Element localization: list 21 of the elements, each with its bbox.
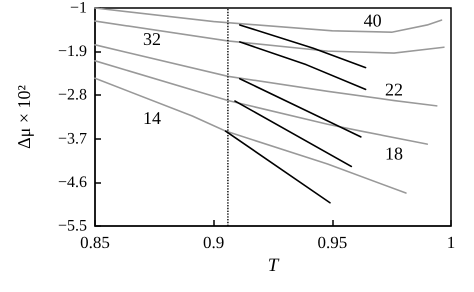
x-tick-label: 0.9 bbox=[203, 233, 224, 252]
y-tick-label: −1.9 bbox=[58, 43, 87, 60]
line-series bbox=[94, 60, 428, 145]
series-label: 14 bbox=[142, 108, 161, 128]
x-axis-title: T bbox=[268, 255, 280, 276]
series-label: 32 bbox=[142, 29, 161, 49]
x-tick-label: 0.85 bbox=[80, 233, 110, 252]
y-tick-label: −2.8 bbox=[58, 86, 87, 104]
line-series bbox=[94, 44, 438, 107]
x-tick-label: 1 bbox=[446, 233, 456, 252]
y-axis-title: Δμ × 10² bbox=[14, 85, 34, 149]
y-tick-label: −4.6 bbox=[58, 174, 87, 191]
y-tick-label: −1 bbox=[70, 0, 87, 16]
series-label: 22 bbox=[385, 80, 404, 100]
y-tick-label: −5.5 bbox=[58, 218, 87, 234]
series-label: 18 bbox=[385, 143, 404, 164]
y-tick-label: −3.7 bbox=[58, 130, 87, 148]
line-series bbox=[94, 7, 442, 34]
x-tick-label: 0.95 bbox=[317, 233, 348, 252]
line-series bbox=[94, 77, 407, 194]
series-label: 40 bbox=[364, 10, 382, 30]
